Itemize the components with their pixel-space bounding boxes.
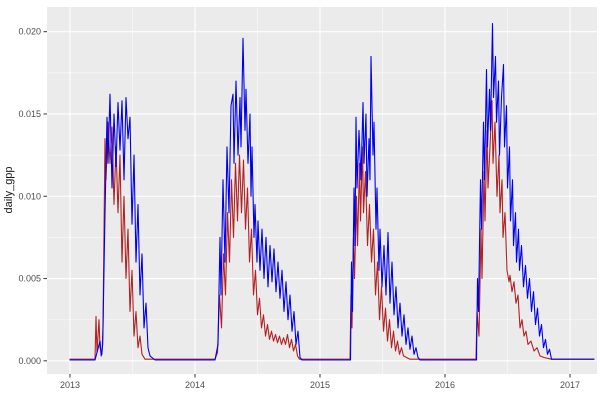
x-tick-label: 2017 [560, 380, 580, 390]
x-tick-label: 2014 [185, 380, 205, 390]
y-tick-label: 0.010 [18, 191, 41, 201]
plot-panel [47, 7, 597, 374]
x-tick-label: 2015 [310, 380, 330, 390]
y-tick-label: 0.020 [18, 27, 41, 37]
x-tick-label: 2013 [60, 380, 80, 390]
y-tick-label: 0.015 [18, 109, 41, 119]
y-axis-title: daily_gpp [3, 166, 15, 213]
x-tick-label: 2016 [435, 380, 455, 390]
series-red-line [69, 100, 595, 360]
y-tick-label: 0.000 [18, 356, 41, 366]
y-tick-label: 0.005 [18, 274, 41, 284]
series-blue-line [69, 22, 595, 361]
